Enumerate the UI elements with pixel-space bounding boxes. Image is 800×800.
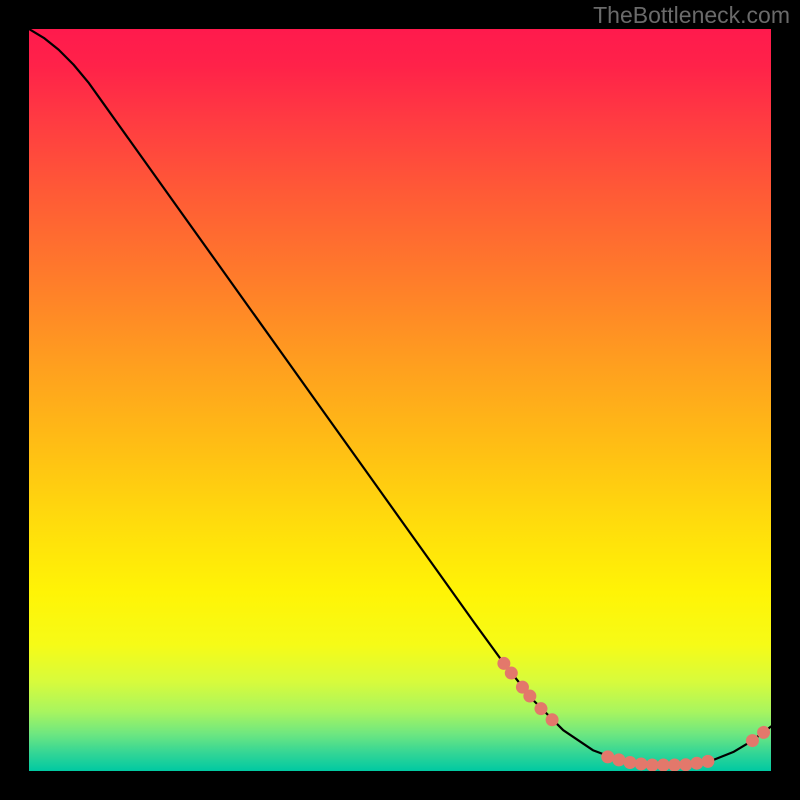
curve-marker [612,753,625,766]
bottleneck-curve-chart [29,29,771,771]
curve-marker [624,756,637,769]
curve-marker [646,759,659,771]
curve-marker [534,702,547,715]
curve-marker [523,690,536,703]
curve-marker [690,757,703,770]
watermark-text: TheBottleneck.com [593,2,790,29]
plot-svg [29,29,771,771]
gradient-background [29,29,771,771]
curve-marker [668,759,681,771]
curve-marker [679,758,692,771]
curve-marker [601,750,614,763]
curve-marker [657,759,670,771]
curve-marker [546,713,559,726]
curve-marker [635,757,648,770]
curve-marker [757,726,770,739]
curve-marker [746,734,759,747]
chart-stage: TheBottleneck.com [0,0,800,800]
curve-marker [701,755,714,768]
curve-marker [505,667,518,680]
